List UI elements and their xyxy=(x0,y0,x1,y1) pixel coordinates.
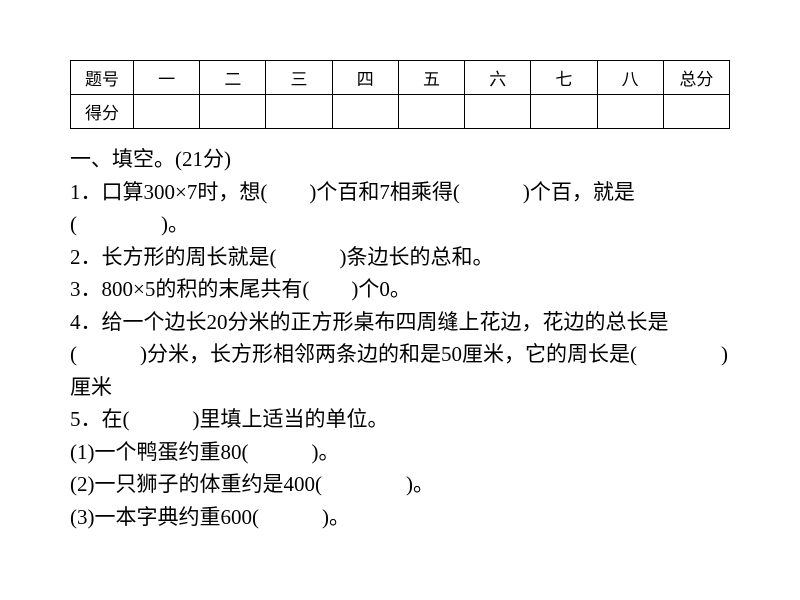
table-header-row: 题号 一 二 三 四 五 六 七 八 总分 xyxy=(71,61,730,95)
score-cell xyxy=(398,95,464,129)
score-cell xyxy=(134,95,200,129)
col-7: 七 xyxy=(531,61,597,95)
col-1: 一 xyxy=(134,61,200,95)
col-2: 二 xyxy=(200,61,266,95)
score-cell xyxy=(200,95,266,129)
col-3: 三 xyxy=(266,61,332,95)
question-5-1: (1)一个鸭蛋约重80( )。 xyxy=(70,436,730,469)
exam-page: 题号 一 二 三 四 五 六 七 八 总分 得分 一、填空。(21分) 1．口算… xyxy=(0,0,800,534)
col-total: 总分 xyxy=(663,61,729,95)
col-6: 六 xyxy=(465,61,531,95)
score-cell xyxy=(465,95,531,129)
header-label-cell: 题号 xyxy=(71,61,134,95)
question-5-2: (2)一只狮子的体重约是400( )。 xyxy=(70,468,730,501)
score-cell xyxy=(663,95,729,129)
score-label-cell: 得分 xyxy=(71,95,134,129)
score-table: 题号 一 二 三 四 五 六 七 八 总分 得分 xyxy=(70,60,730,129)
question-2: 2．长方形的周长就是( )条边长的总和。 xyxy=(70,241,730,274)
score-cell xyxy=(332,95,398,129)
score-cell xyxy=(531,95,597,129)
score-cell xyxy=(266,95,332,129)
score-cell xyxy=(597,95,663,129)
section-title: 一、填空。(21分) xyxy=(70,143,730,176)
question-1: 1．口算300×7时，想( )个百和7相乘得( )个百，就是( )。 xyxy=(70,176,730,241)
question-5-3: (3)一本字典约重600( )。 xyxy=(70,501,730,534)
col-8: 八 xyxy=(597,61,663,95)
question-4: 4．给一个边长20分米的正方形桌布四周缝上花边，花边的总长是( )分米，长方形相… xyxy=(70,306,730,404)
col-5: 五 xyxy=(398,61,464,95)
question-5: 5．在( )里填上适当的单位。 xyxy=(70,403,730,436)
question-3: 3．800×5的积的末尾共有( )个0。 xyxy=(70,273,730,306)
table-score-row: 得分 xyxy=(71,95,730,129)
col-4: 四 xyxy=(332,61,398,95)
questions-content: 一、填空。(21分) 1．口算300×7时，想( )个百和7相乘得( )个百，就… xyxy=(70,143,730,534)
